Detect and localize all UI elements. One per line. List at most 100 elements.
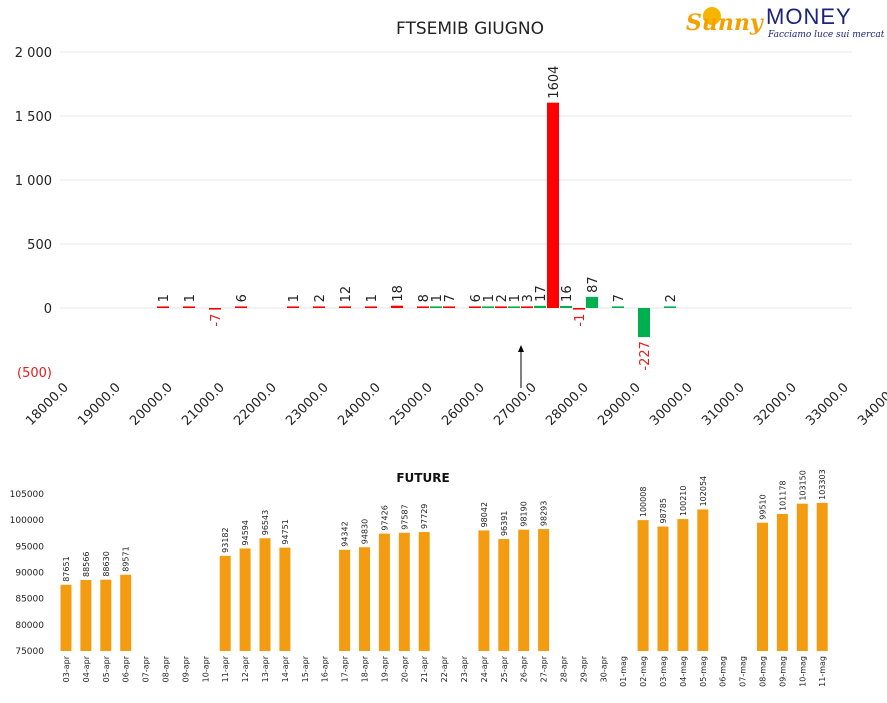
- future-data-label: 87651: [62, 556, 71, 581]
- future-x-tick-label: 03-apr: [62, 655, 71, 682]
- future-x-tick-label: 28-apr: [560, 655, 569, 682]
- up-arrow-icon: [518, 345, 524, 388]
- data-label: 1: [482, 294, 497, 302]
- future-bar: [359, 547, 370, 651]
- bar: [508, 306, 520, 308]
- future-x-tick-label: 14-apr: [281, 655, 290, 682]
- future-bar: [498, 539, 510, 651]
- logo-tagline: Facciamo luce sui mercati: [767, 30, 884, 40]
- y-tick-label: 1 500: [15, 110, 52, 125]
- x-tick-label: 22000.0: [231, 380, 280, 429]
- future-x-tick-label: 10-apr: [201, 655, 210, 682]
- data-label: -1: [573, 314, 588, 327]
- future-bar: [757, 522, 768, 651]
- future-bar: [478, 530, 490, 651]
- x-tick-label: 21000.0: [179, 380, 228, 429]
- future-bar: [538, 529, 550, 651]
- bar: [469, 306, 481, 308]
- x-tick-label: 34000.0: [855, 380, 887, 429]
- x-tick-label: 24000.0: [335, 380, 384, 429]
- data-label: 8: [417, 294, 432, 302]
- chart-title: FTSEMIB GIUGNO: [396, 19, 544, 39]
- future-bar: [239, 548, 251, 651]
- future-data-label: 103303: [818, 469, 827, 500]
- data-label: 87: [586, 276, 601, 293]
- bar: [157, 306, 169, 308]
- x-tick-label: 33000.0: [803, 380, 852, 429]
- future-data-label: 94751: [281, 519, 290, 544]
- future-x-tick-label: 11-apr: [221, 655, 230, 682]
- future-bar: [398, 532, 410, 651]
- future-x-tick-label: 05-mag: [699, 656, 708, 687]
- bar: [612, 306, 624, 308]
- future-y-tick-label: 100000: [10, 516, 45, 526]
- x-tick-label: 31000.0: [699, 380, 748, 429]
- future-data-label: 100008: [639, 487, 648, 518]
- bar: [560, 305, 572, 308]
- bar: [235, 306, 247, 308]
- future-y-tick-label: 105000: [10, 490, 45, 500]
- future-bars: [60, 502, 828, 651]
- future-x-tick-label: 18-apr: [361, 655, 370, 682]
- logo-sunny-text: Sunny: [686, 10, 765, 36]
- future-x-tick-label: 09-apr: [181, 655, 190, 682]
- future-bar: [657, 526, 669, 651]
- data-label: 3: [521, 294, 536, 302]
- future-x-tick-label: 11-mag: [818, 656, 827, 687]
- y-tick-label: 1 000: [15, 174, 52, 189]
- future-x-tick-label: 09-mag: [778, 656, 787, 687]
- future-bar: [697, 509, 709, 651]
- bar: [417, 306, 429, 308]
- future-x-tick-label: 12-apr: [241, 655, 250, 682]
- future-data-label: 89571: [122, 546, 131, 571]
- future-y-tick-label: 75000: [15, 647, 44, 657]
- future-data-label: 98293: [540, 501, 549, 526]
- future-data-label: 97587: [400, 504, 409, 529]
- future-bar: [796, 503, 808, 651]
- future-bar: [100, 579, 112, 651]
- data-label: 1: [183, 294, 198, 302]
- bar: [443, 306, 455, 308]
- x-tick-label: 26000.0: [439, 380, 488, 429]
- future-bar: [816, 502, 828, 651]
- future-bar: [677, 519, 689, 651]
- bar: [209, 308, 221, 310]
- x-tick-label: 25000.0: [387, 380, 436, 429]
- future-x-tick-label: 17-apr: [341, 655, 350, 682]
- x-tick-label: 20000.0: [127, 380, 176, 429]
- future-x-tick-label: 21-apr: [420, 655, 429, 682]
- bar: [495, 306, 507, 308]
- future-data-label: 98042: [480, 502, 489, 527]
- data-label: 18: [391, 285, 406, 302]
- future-x-tick-label: 01-mag: [619, 656, 628, 687]
- future-data-label: 98785: [659, 498, 668, 523]
- future-chart: FUTURE 105000 100000 95000 90000 85000 80000 7…: [10, 469, 828, 687]
- future-x-tick-label: 15-apr: [301, 655, 310, 682]
- future-data-label: 99510: [759, 494, 768, 519]
- future-bar: [60, 584, 72, 651]
- future-x-tick-label: 06-mag: [719, 656, 728, 687]
- future-data-labels: 87651 88566 88630 89571 93182 94594 96543 94751…: [62, 469, 827, 581]
- future-x-tick-label: 19-apr: [380, 655, 389, 682]
- data-label: 2: [664, 294, 679, 302]
- x-tick-label: 32000.0: [751, 380, 800, 429]
- x-tick-label: 28000.0: [543, 380, 592, 429]
- bar: [547, 102, 559, 308]
- future-y-tick-label: 95000: [15, 542, 44, 552]
- future-data-label: 96391: [500, 511, 509, 536]
- y-tick-label: 500: [27, 238, 52, 253]
- bar: [586, 296, 598, 308]
- future-data-label: 94342: [341, 521, 350, 546]
- future-bar: [776, 514, 788, 651]
- future-x-tick-label: 05-apr: [102, 655, 111, 682]
- bar: [430, 306, 442, 308]
- future-x-tick-label: 26-apr: [520, 655, 529, 682]
- future-data-label: 93182: [221, 527, 230, 552]
- y-tick-label: 0: [44, 302, 52, 317]
- future-y-axis-ticks: 105000 100000 95000 90000 85000 80000 75000: [10, 490, 45, 657]
- bars: [157, 102, 676, 338]
- future-x-tick-label: 08-apr: [162, 655, 171, 682]
- x-tick-label: 19000.0: [75, 380, 124, 429]
- data-label: 17: [534, 285, 549, 302]
